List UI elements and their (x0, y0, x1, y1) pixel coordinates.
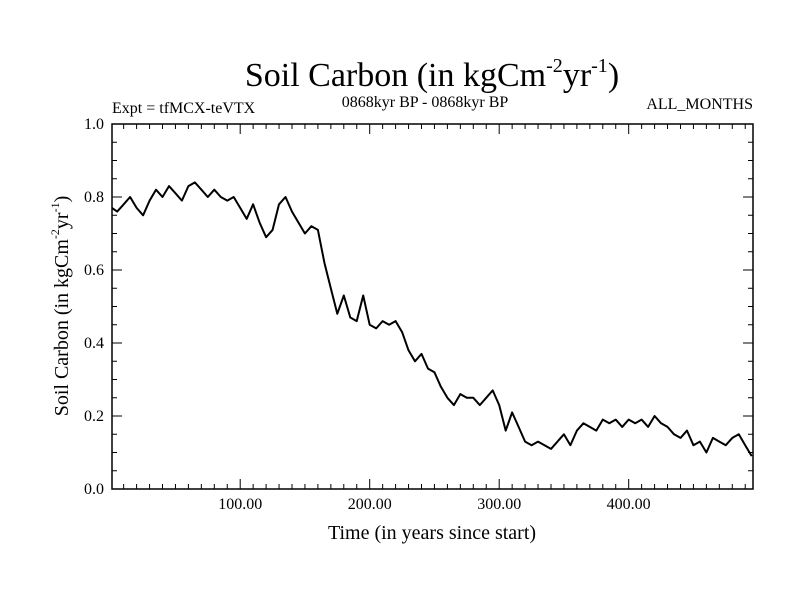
x-axis-ticks: 100.00 200.00 300.00 400.00 (123, 124, 746, 513)
title-mid: yr (563, 57, 592, 94)
chart-title: Soil Carbon (in kgCm-2yr-1) (245, 55, 619, 94)
ylabel-mid: yr (51, 212, 73, 229)
title-end: ) (608, 57, 619, 94)
x-tick-label: 200.00 (348, 496, 392, 513)
months-label: ALL_MONTHS (646, 96, 753, 113)
y-tick-label: 0.8 (84, 189, 104, 206)
series-line-soil-carbon (111, 181, 753, 457)
title-main: Soil Carbon (in kgCm (245, 57, 546, 94)
y-tick-label: 1.0 (84, 116, 104, 133)
title-sup1: -2 (546, 55, 563, 77)
x-tick-label: 400.00 (607, 496, 651, 513)
y-tick-label: 0.2 (84, 408, 104, 425)
y-axis-label: Soil Carbon (in kgCm-2yr-1) (48, 196, 73, 417)
x-tick-label: 300.00 (477, 496, 521, 513)
ylabel-main: Soil Carbon (in kgCm (51, 239, 73, 417)
experiment-label: Expt = tfMCX-teVTX (112, 100, 256, 117)
plot-frame (111, 123, 754, 490)
title-sup2: -1 (591, 55, 608, 77)
ylabel-sup1: -2 (48, 229, 62, 239)
x-axis-label: Time (in years since start) (328, 522, 536, 544)
y-tick-label: 0.0 (84, 481, 104, 498)
period-label: 0868kyr BP - 0868kyr BP (342, 94, 509, 111)
x-tick-label: 100.00 (218, 496, 262, 513)
y-tick-label: 0.6 (84, 262, 104, 279)
y-tick-label: 0.4 (84, 335, 104, 352)
y-axis-ticks: 0.0 0.2 0.4 0.6 0.8 1.0 (84, 116, 753, 498)
ylabel-sup2: -1 (48, 202, 62, 212)
ylabel-end: ) (51, 196, 73, 203)
